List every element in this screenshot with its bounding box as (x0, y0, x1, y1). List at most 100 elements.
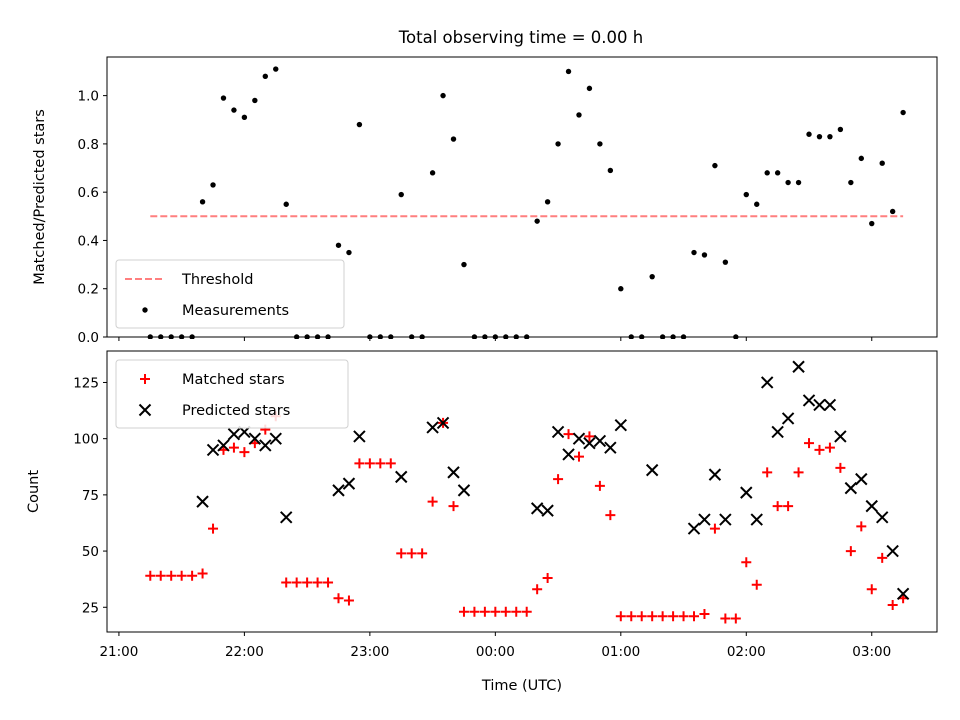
matched-star-point (709, 523, 720, 534)
y-tick-label: 0.4 (78, 233, 99, 249)
matched-star-point (615, 611, 626, 622)
predicted-star-point (395, 470, 408, 484)
measurement-point (816, 133, 823, 140)
matched-star-point (699, 609, 710, 620)
matched-star-point (730, 613, 741, 624)
matched-star-point (302, 577, 313, 588)
measurement-point (388, 334, 394, 339)
measurement-point (586, 85, 593, 92)
matched-star-point (668, 611, 679, 622)
measurement-point (189, 334, 195, 339)
legend-predicted-swatch (138, 403, 152, 417)
predicted-star-point (342, 477, 356, 490)
predicted-star-point (614, 418, 628, 432)
predicted-star-point (280, 511, 293, 524)
predicted-star-point (332, 484, 345, 497)
predicted-star-point (781, 412, 795, 425)
axes-frame (106, 350, 938, 633)
predicted-star-point (604, 441, 617, 454)
matched-star-point (343, 595, 354, 606)
measurement-point (178, 334, 185, 339)
matched-star-point (323, 577, 334, 588)
predicted-star-point (217, 439, 230, 452)
predicted-star-point (645, 463, 659, 477)
predicted-star-point (551, 425, 565, 439)
measurement-point (733, 334, 739, 339)
top-panel: 0.0 0.2 0.4 0.6 0.8 1.0 Matched/Predicted star… (32, 56, 938, 346)
matched-star-point (490, 606, 501, 617)
predicted-star-point (813, 398, 826, 412)
predicted-star-point (896, 587, 910, 600)
matched-star-point (783, 501, 794, 512)
predicted-star-point (844, 481, 858, 495)
y-tick-label: 75 (82, 488, 99, 504)
matched-star-point (166, 570, 177, 581)
measurement-point (524, 334, 530, 339)
measurement-point (722, 259, 729, 265)
predicted-star-point (541, 504, 554, 517)
predicted-star-point (196, 495, 209, 508)
matched-star-point (197, 568, 208, 579)
measurement-point (210, 182, 216, 188)
matched-star-point (291, 577, 302, 588)
matched-star-point (281, 577, 292, 588)
predicted-star-point (865, 499, 878, 513)
matched-star-point (511, 606, 522, 617)
predicted-star-point (855, 472, 868, 486)
predicted-star-point (708, 468, 722, 481)
predicted-star-point (206, 443, 220, 457)
y-tick-label: 125 (73, 375, 99, 391)
matched-star-point (594, 480, 605, 491)
measurement-point (754, 201, 760, 207)
legend-measurement-swatch (142, 307, 148, 313)
measurement-point (262, 73, 269, 80)
predicted-star-point (687, 522, 701, 535)
legend-label: Measurements (182, 303, 289, 319)
measurement-point (314, 334, 321, 339)
predicted-star-point (583, 436, 596, 450)
measurement-point (597, 141, 603, 147)
measurement-point (356, 121, 363, 128)
matched-star-point (814, 444, 825, 455)
predicted-star-point (698, 513, 711, 526)
predicted-star-point (771, 425, 784, 439)
measurement-point (806, 131, 812, 137)
predicted-star-point (876, 511, 889, 524)
matched-star-point (385, 458, 396, 469)
measurement-point (482, 334, 488, 339)
measurement-point (649, 273, 655, 280)
measurement-point (168, 334, 174, 339)
matched-star-point (364, 458, 375, 469)
x-tick-label: 03:00 (852, 644, 891, 660)
measurement-point (618, 286, 624, 292)
measurement-point (534, 218, 540, 224)
measurement-point (367, 334, 373, 339)
x-tick-label: 00:00 (476, 644, 515, 660)
matched-star-point (626, 611, 637, 622)
x-tick-label: 21:00 (99, 644, 138, 660)
matched-star-point (741, 557, 752, 568)
measurement-point (408, 334, 415, 339)
measurement-point (283, 201, 289, 207)
x-tick-label: 23:00 (350, 644, 389, 660)
measurement-point (827, 133, 833, 140)
measurement-point (503, 334, 509, 339)
measurement-point (440, 92, 446, 99)
measurement-point (147, 334, 153, 339)
measurement-point (889, 208, 896, 215)
matched-star-point (845, 546, 856, 557)
matched-star-point (835, 462, 846, 473)
matched-star-point (636, 611, 647, 622)
predicted-star-point (823, 398, 837, 412)
y-tick-label: 0.0 (78, 330, 99, 346)
measurement-point (764, 170, 770, 176)
matched-star-point (542, 573, 553, 584)
matched-star-point (563, 429, 574, 440)
measurement-point (785, 179, 791, 186)
predicted-star-point (248, 432, 262, 445)
matched-star-point (427, 496, 438, 507)
predicted-star-point (802, 394, 816, 407)
matched-star-point (176, 570, 187, 581)
predicted-star-point (353, 430, 366, 443)
measurement-point (304, 334, 310, 339)
